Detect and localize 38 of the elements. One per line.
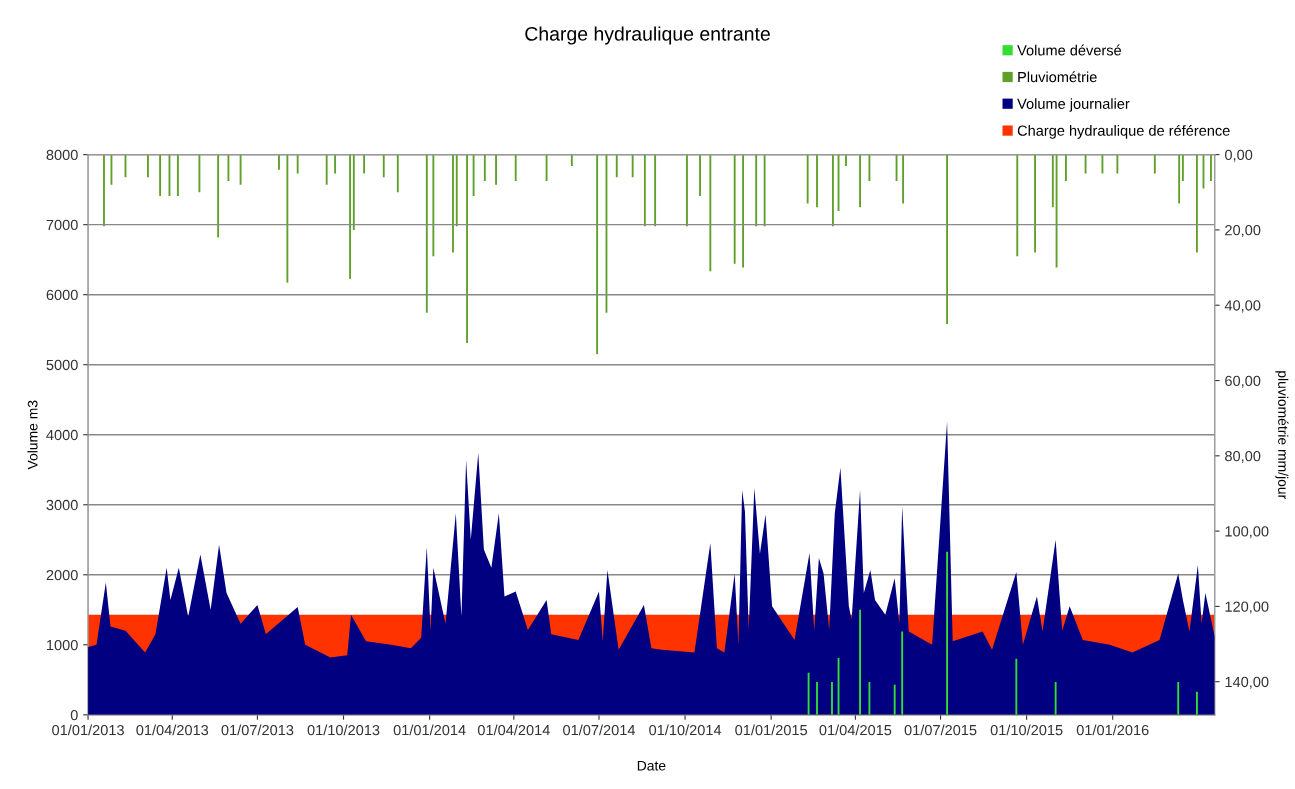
y2-tick-label: 20,00 xyxy=(1225,225,1261,238)
y2-axis-title: pluviométrie mm/jour xyxy=(1275,371,1289,499)
y2-tick-label: 140,00 xyxy=(1225,676,1269,689)
legend-label: Volume déversé xyxy=(1017,44,1122,56)
y2-tick-label: 100,00 xyxy=(1225,526,1269,539)
y2-tick-label: 40,00 xyxy=(1224,300,1261,313)
x-axis-title: Date xyxy=(637,760,666,771)
y-tick-label: 3000 xyxy=(46,499,78,511)
legend-label: Pluviométrie xyxy=(1018,71,1097,83)
y2-tick-label: 120,00 xyxy=(1225,601,1269,614)
x-tick-label: 01/01/2014 xyxy=(393,724,466,736)
y-tick-label: 0 xyxy=(70,709,78,721)
x-tick-label: 01/10/2013 xyxy=(307,724,380,736)
x-tick-label: 01/04/2014 xyxy=(477,724,550,736)
x-tick-label: 01/01/2013 xyxy=(52,724,124,736)
x-tick-label: 01/04/2013 xyxy=(136,724,209,736)
chart-title: Charge hydraulique entrante xyxy=(525,26,770,45)
y2-tick-label: 0,00 xyxy=(1225,149,1253,162)
y-tick-label: 1000 xyxy=(47,639,78,651)
legend-label: Volume journalier xyxy=(1017,98,1130,112)
x-tick-label: 01/10/2014 xyxy=(649,724,722,736)
x-tick-label: 01/07/2013 xyxy=(221,724,294,736)
y-tick-label: 6000 xyxy=(46,289,78,301)
x-tick-label: 01/07/2014 xyxy=(563,724,636,736)
y-axis-title: Volume m3 xyxy=(27,400,38,470)
y2-tick-label: 60,00 xyxy=(1225,375,1261,388)
x-tick-label: 01/01/2016 xyxy=(1076,724,1149,736)
y-tick-label: 7000 xyxy=(46,219,78,231)
y-tick-label: 8000 xyxy=(46,149,78,161)
y2-tick-label: 80,00 xyxy=(1225,450,1261,463)
y-tick-label: 5000 xyxy=(46,359,78,371)
legend-label: Charge hydraulique de référence xyxy=(1017,124,1230,139)
x-tick-label: 01/01/2015 xyxy=(735,724,808,736)
x-tick-label: 01/07/2015 xyxy=(904,724,977,736)
y-tick-label: 4000 xyxy=(46,429,78,441)
x-tick-label: 01/04/2015 xyxy=(819,724,892,736)
y-tick-label: 2000 xyxy=(46,569,78,581)
x-tick-label: 01/10/2015 xyxy=(990,724,1063,736)
